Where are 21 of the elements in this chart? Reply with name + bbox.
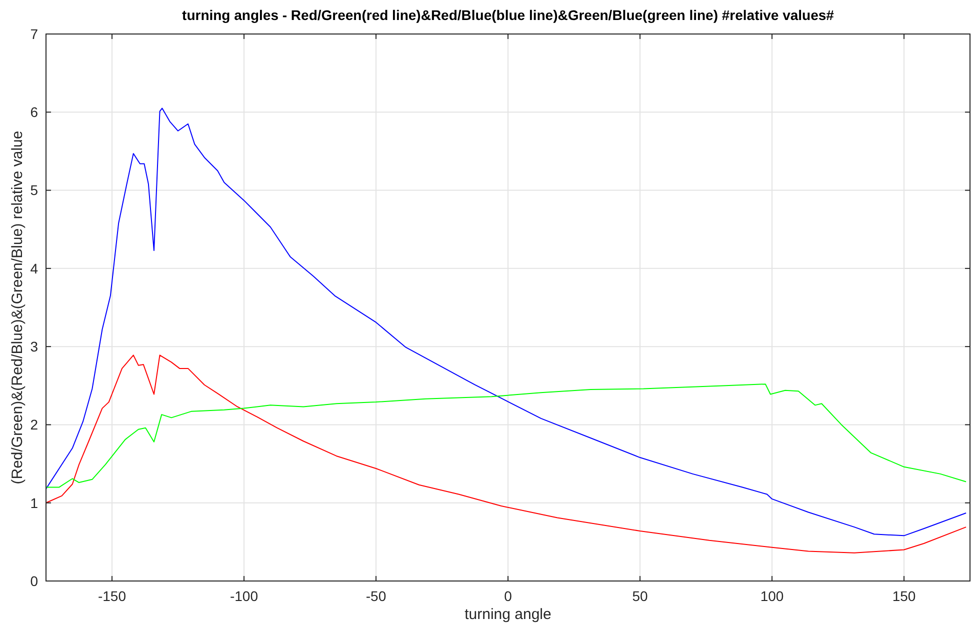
x-tick-label: -50 — [366, 588, 386, 604]
x-tick-label: 100 — [760, 588, 784, 604]
x-tick-label: 0 — [504, 588, 512, 604]
y-tick-label: 4 — [30, 260, 38, 276]
y-tick-label: 1 — [30, 494, 38, 511]
y-tick-label: 6 — [30, 104, 38, 120]
x-tick-label: 150 — [892, 588, 916, 604]
line-series — [46, 108, 967, 536]
y-tick-label: 5 — [30, 182, 38, 198]
y-tick-label: 0 — [30, 572, 38, 589]
x-tick-label: -100 — [230, 588, 258, 604]
x-axis-title: turning angle — [464, 606, 552, 623]
x-tick-label: -150 — [98, 588, 126, 604]
y-tick-label: 2 — [30, 416, 38, 433]
y-axis-title: (Red/Green)&(Red/Blue)&(Green/Blue) relative value — [9, 130, 26, 484]
line-series — [46, 354, 967, 554]
line-series — [46, 384, 967, 488]
x-tick-label: 50 — [632, 588, 648, 604]
y-tick-label: 3 — [30, 338, 38, 354]
chart-title: turning angles - Red/Green(red line)&Red/Blue(blue line)&Green/Blue(green line) #relative values# — [182, 7, 834, 23]
y-tick-label: 7 — [30, 26, 38, 42]
